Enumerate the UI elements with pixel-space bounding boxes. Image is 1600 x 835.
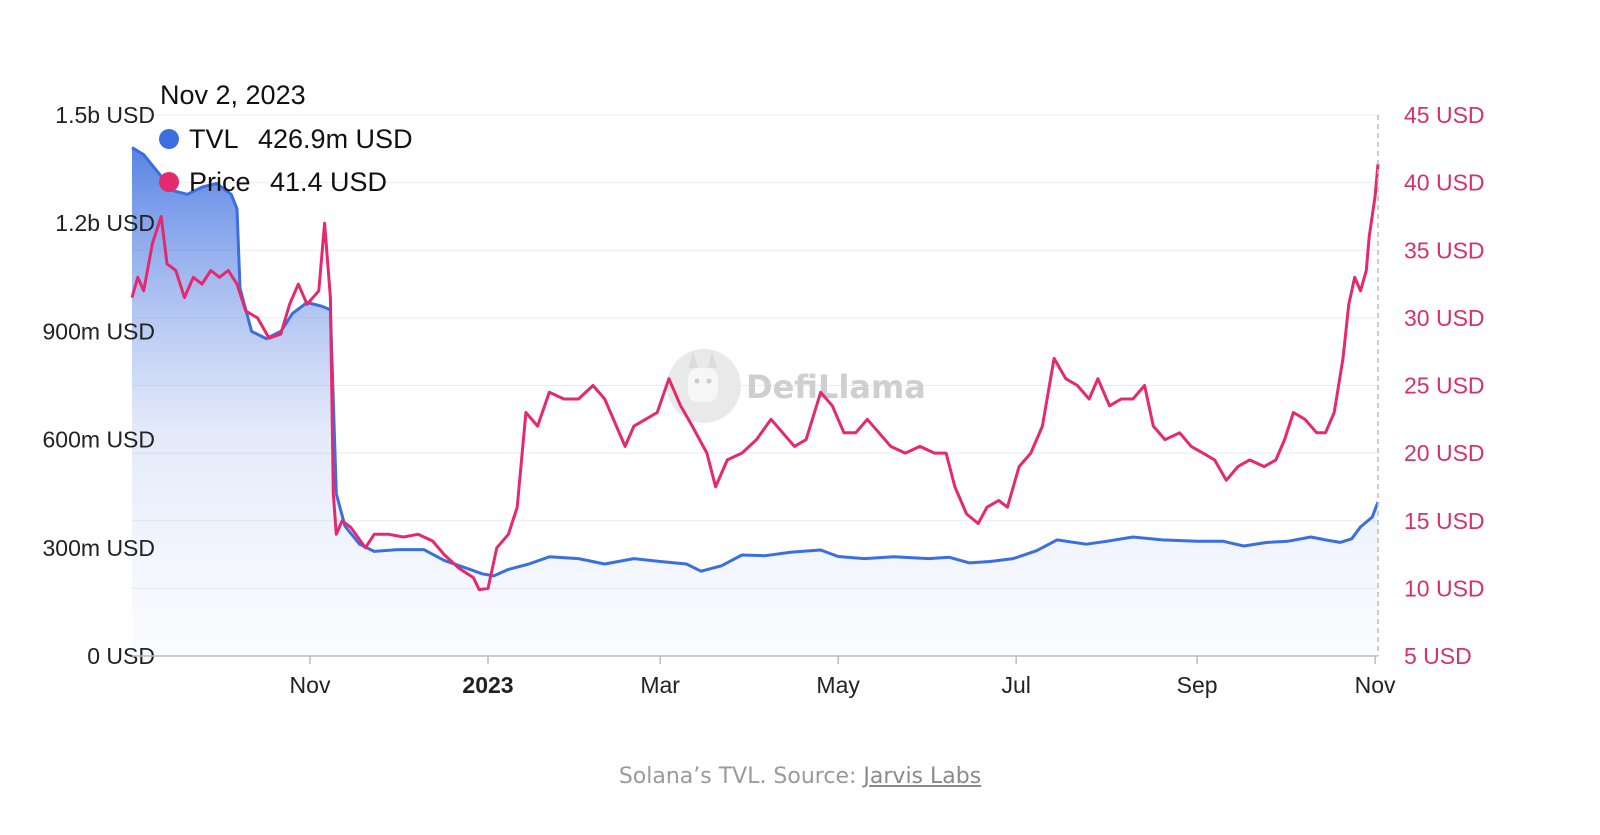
x-tick-label: Jul	[1001, 672, 1030, 698]
tvl-area	[132, 147, 1378, 656]
watermark-text: DefiLlama	[746, 368, 926, 406]
y-right-tick-label: 10 USD	[1404, 575, 1485, 601]
x-tick-label: Nov	[290, 672, 331, 698]
x-tick-label: May	[816, 672, 860, 698]
y-right-tick-label: 35 USD	[1404, 237, 1485, 263]
caption-source-link[interactable]: Jarvis Labs	[863, 764, 982, 789]
y-left-tick-label: 1.2b USD	[55, 210, 155, 236]
y-left-tick-label: 1.5b USD	[55, 102, 155, 128]
y-left-tick-label: 300m USD	[43, 535, 155, 561]
caption-text: Solana’s TVL. Source:	[618, 764, 864, 789]
chart-tooltip: Nov 2, 2023 TVL 426.9m USD Price 41.4 US…	[159, 80, 413, 197]
x-tick-label: 2023	[462, 672, 513, 698]
chart-caption: Solana’s TVL. Source: Jarvis Labs	[0, 764, 1600, 789]
y-right-tick-label: 25 USD	[1404, 373, 1485, 399]
tvl-line	[131, 146, 1380, 578]
tooltip-price-label: Price	[189, 167, 251, 197]
tooltip-price-value: 41.4 USD	[270, 167, 387, 197]
y-right-tick-label: 15 USD	[1404, 508, 1485, 534]
tvl-legend-dot	[159, 129, 179, 149]
y-right-tick-label: 30 USD	[1404, 305, 1485, 331]
tooltip-tvl-value: 426.9m USD	[258, 124, 413, 154]
y-right-tick-label: 45 USD	[1404, 102, 1485, 128]
y-left-tick-label: 900m USD	[43, 318, 155, 344]
tooltip-tvl-label: TVL	[189, 124, 239, 154]
x-tick-label: Sep	[1177, 672, 1218, 698]
price-line	[130, 163, 1380, 592]
series-layer	[130, 146, 1380, 656]
x-tick-label: Mar	[640, 672, 680, 698]
tooltip-date: Nov 2, 2023	[160, 80, 306, 110]
y-right-tick-label: 20 USD	[1404, 440, 1485, 466]
llama-icon	[667, 349, 741, 423]
defillama-watermark: DefiLlama	[667, 349, 926, 423]
y-left-tick-label: 600m USD	[43, 427, 155, 453]
x-tick-label: Nov	[1355, 672, 1396, 698]
y-right-tick-label: 5 USD	[1404, 643, 1472, 669]
price-legend-dot	[159, 172, 179, 192]
y-right-tick-label: 40 USD	[1404, 170, 1485, 196]
